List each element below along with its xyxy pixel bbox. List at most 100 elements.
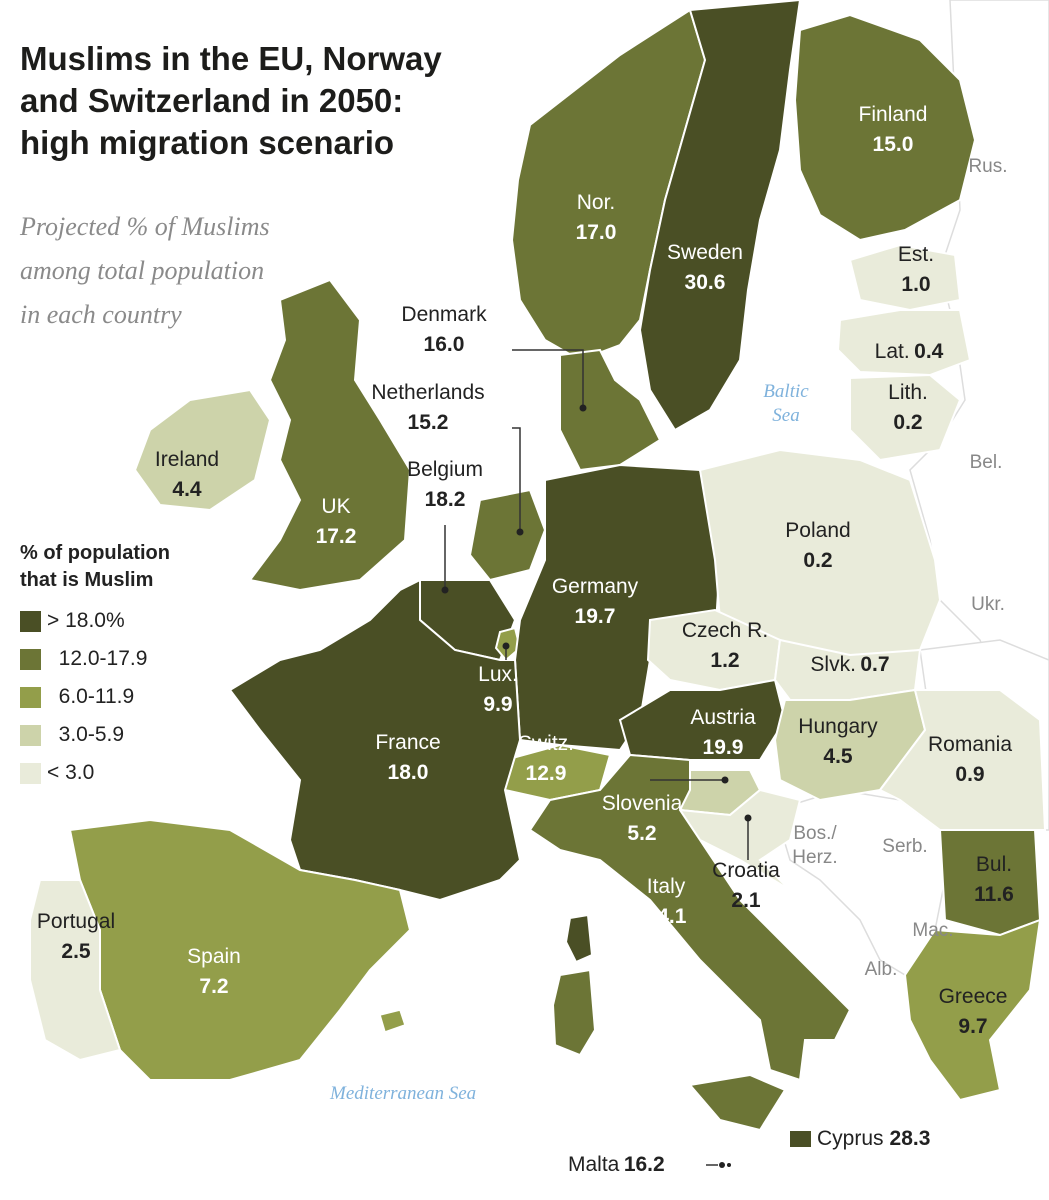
country-name: Finland [858, 103, 928, 126]
country-value: 17.0 [575, 221, 617, 244]
label-denmark: Denmark 16.0 [401, 300, 486, 360]
region-sardinia [551, 968, 597, 1057]
label-spain: Spain 7.2 [187, 942, 241, 1002]
region-greece [903, 918, 1042, 1102]
title-line: Muslims in the EU, Norway [20, 40, 442, 77]
label-uk: UK 17.2 [316, 492, 357, 552]
country-value: 16.2 [623, 1153, 665, 1176]
label-albania: Alb. [864, 959, 898, 980]
legend-label: > 18.0% [47, 609, 125, 632]
country-value: 1.2 [710, 649, 740, 672]
region-sweden [638, 0, 802, 432]
legend-label: < 3.0 [47, 761, 95, 784]
leader-netherlands [512, 427, 521, 532]
legend-title: % of population that is Muslim [20, 540, 280, 594]
leader-dot-slovenia [721, 776, 729, 784]
legend-item: > 18.0% [20, 602, 280, 640]
country-value: 5.2 [627, 822, 657, 845]
country-value: 15.0 [872, 133, 914, 156]
country-name: UK [321, 495, 351, 518]
country-name: Ireland [154, 448, 220, 471]
subtitle-line: in each country [20, 300, 182, 329]
country-value: 2.5 [61, 940, 91, 963]
country-value: 19.7 [574, 605, 616, 628]
country-value: 11.6 [974, 883, 1014, 906]
marker-malta-2 [727, 1163, 731, 1167]
label-luxembourg: Lux. 9.9 [478, 660, 518, 720]
country-value: 14.1 [645, 905, 687, 928]
country-name: Lux. [478, 663, 518, 686]
region-estonia [848, 243, 962, 312]
label-norway: Nor. 17.0 [576, 188, 617, 248]
label-portugal: Portugal 2.5 [37, 907, 115, 967]
legend-item: < 3.0 [20, 754, 280, 792]
country-value: 7.2 [199, 975, 229, 998]
country-name: Bul. [975, 853, 1013, 876]
label-cyprus: Cyprus 28.3 [790, 1127, 930, 1151]
label-serbia: Serb. [882, 836, 928, 857]
region-finland [793, 13, 977, 242]
label-mediterranean-sea: Mediterranean Sea [330, 1083, 477, 1104]
legend-label: 3.0-5.9 [47, 723, 125, 746]
region-netherlands [468, 488, 547, 582]
label-belgium: Belgium 18.2 [407, 455, 483, 515]
marker-malta [719, 1162, 725, 1168]
label-sweden: Sweden 30.6 [667, 238, 743, 298]
country-value: 2.1 [731, 889, 761, 912]
country-value: 19.9 [702, 736, 744, 759]
country-value: 18.0 [387, 761, 429, 784]
label-hungary: Hungary 4.5 [798, 712, 877, 772]
region-portugal [29, 879, 122, 1062]
leader-dot-netherlands [516, 528, 524, 536]
country-value: 0.2 [803, 549, 833, 572]
country-value: 0.7 [860, 653, 890, 676]
region-corsica [564, 913, 594, 964]
label-poland: Poland 0.2 [785, 516, 850, 576]
country-name: Lith. [888, 381, 928, 404]
country-name: France [375, 731, 441, 754]
country-value: 28.3 [889, 1127, 931, 1150]
country-name: Slovenia [601, 792, 683, 815]
country-value: 9.9 [483, 693, 513, 716]
country-value: 15.2 [407, 411, 449, 434]
country-name: Belgium [407, 458, 483, 481]
legend-title-line: that is Muslim [20, 569, 154, 591]
label-greece: Greece 9.7 [939, 982, 1008, 1042]
legend-label: 12.0-17.9 [47, 647, 148, 670]
label-bulgaria: Bul. 11.6 [974, 850, 1014, 910]
country-name: Poland [785, 519, 851, 542]
label-slovakia: Slvk. 0.7 [810, 650, 889, 682]
neighbor-name: Bos./ [793, 823, 837, 844]
leader-dot-belgium [441, 586, 449, 594]
label-croatia: Croatia 2.1 [712, 856, 780, 916]
subtitle-line: Projected % of Muslims [20, 212, 270, 241]
region-poland [698, 448, 942, 662]
country-value: 0.2 [893, 411, 923, 434]
map-title: Muslims in the EU, Norway and Switzerlan… [20, 38, 580, 164]
region-denmark [559, 348, 662, 472]
leader-dot-luxembourg [502, 642, 510, 650]
label-macedonia: Mac. [912, 920, 954, 941]
label-germany: Germany 19.7 [552, 572, 638, 632]
country-name: Malta [568, 1153, 620, 1176]
region-balearic-islands [379, 1009, 406, 1033]
region-croatia [677, 788, 802, 891]
title-line: high migration scenario [20, 124, 395, 161]
legend-item: 6.0-11.9 [20, 678, 280, 716]
legend-swatch [20, 762, 41, 784]
country-name: Spain [187, 945, 241, 968]
region-ireland [133, 388, 272, 512]
country-name: Greece [938, 985, 1008, 1008]
region-lithuania [849, 373, 962, 462]
label-russia: Rus. [968, 156, 1008, 177]
leader-denmark [512, 349, 584, 408]
label-malta: Malta 16.2 [568, 1150, 665, 1182]
country-value: 4.4 [172, 478, 202, 501]
legend-label: 6.0-11.9 [47, 685, 135, 708]
neighbor-name: Herz. [792, 847, 838, 868]
country-value: 9.7 [958, 1015, 988, 1038]
country-value: 4.5 [823, 745, 853, 768]
country-value: 30.6 [684, 271, 726, 294]
label-latvia: Lat. 0.4 [875, 337, 944, 369]
label-romania: Romania 0.9 [928, 730, 1012, 790]
